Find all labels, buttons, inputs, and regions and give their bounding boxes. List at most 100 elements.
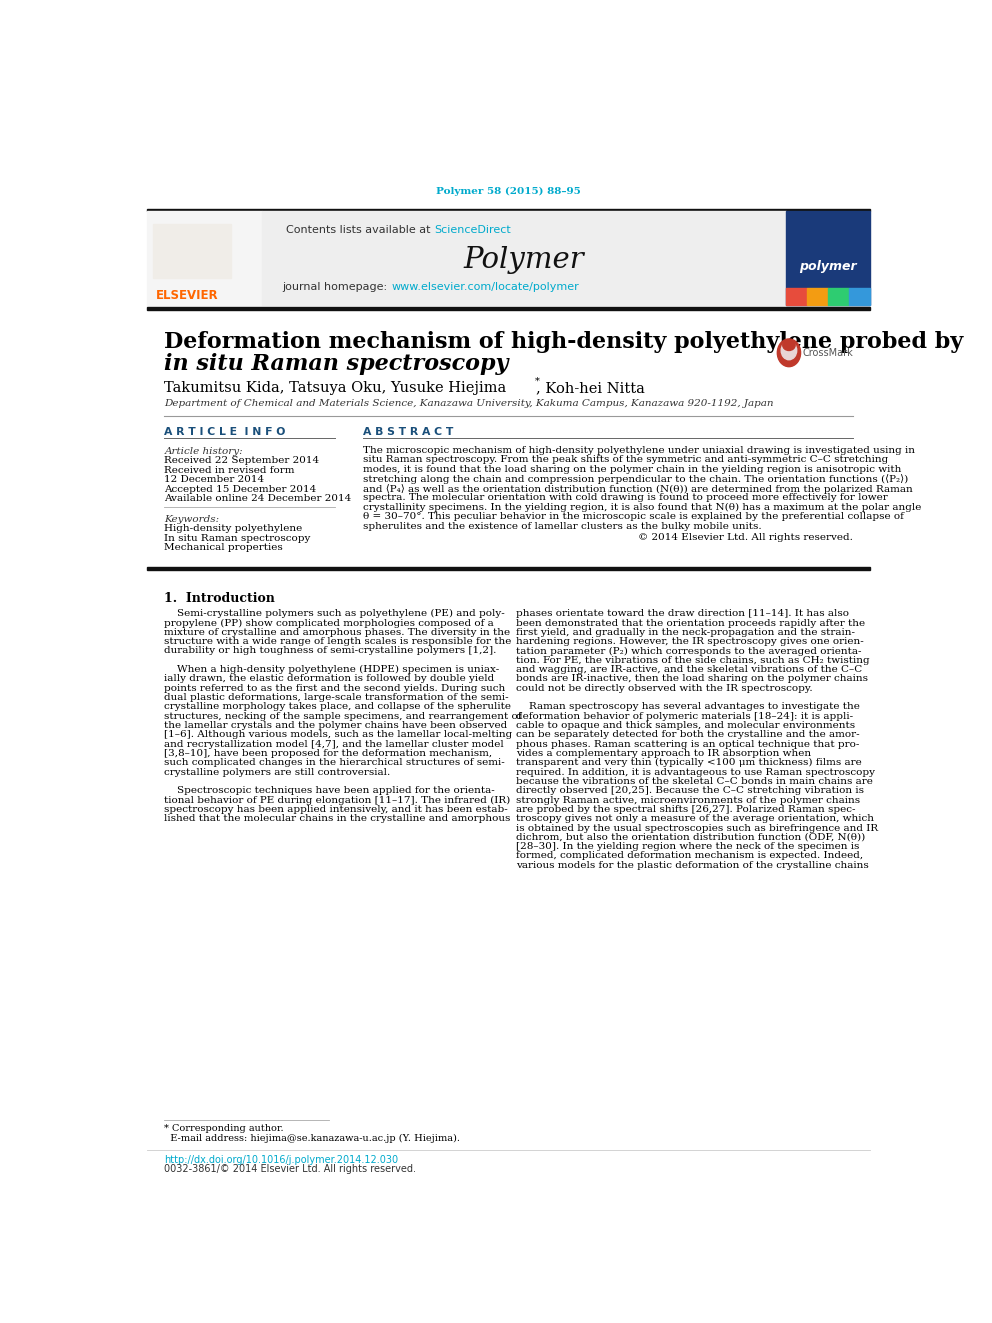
Text: bonds are IR-inactive, then the load sharing on the polymer chains: bonds are IR-inactive, then the load sha… [516,675,868,684]
Text: first yield, and gradually in the neck-propagation and the strain-: first yield, and gradually in the neck-p… [516,628,855,636]
Text: , Koh-hei Nitta: , Koh-hei Nitta [537,381,645,396]
Text: vides a complementary approach to IR absorption when: vides a complementary approach to IR abs… [516,749,811,758]
Text: *: * [535,377,540,386]
Text: journal homepage:: journal homepage: [283,282,392,292]
Text: crystalline morphology takes place, and collapse of the spherulite: crystalline morphology takes place, and … [165,703,511,712]
Text: Contents lists available at: Contents lists available at [286,225,434,234]
Ellipse shape [783,340,796,351]
Text: Keywords:: Keywords: [165,515,219,524]
Text: High-density polyethylene: High-density polyethylene [165,524,303,533]
Text: Accepted 15 December 2014: Accepted 15 December 2014 [165,484,316,493]
Text: deformation behavior of polymeric materials [18–24]: it is appli-: deformation behavior of polymeric materi… [516,712,853,721]
Bar [147,307,870,311]
Text: spectra. The molecular orientation with cold drawing is found to proceed more ef: spectra. The molecular orientation with … [363,493,888,503]
Text: and ⟨P₄⟩ as well as the orientation distribution function (N(θ)) are determined : and ⟨P₄⟩ as well as the orientation dist… [363,484,913,493]
Bar [147,566,870,570]
Text: Deformation mechanism of high-density polyethylene probed by: Deformation mechanism of high-density po… [165,331,963,353]
Text: such complicated changes in the hierarchical structures of semi-: such complicated changes in the hierarch… [165,758,505,767]
Text: situ Raman spectroscopy. From the peak shifts of the symmetric and anti-symmetri: situ Raman spectroscopy. From the peak s… [363,455,888,464]
Text: is obtained by the usual spectroscopies such as birefringence and IR: is obtained by the usual spectroscopies … [516,823,878,832]
Bar [827,288,848,306]
Text: tion. For PE, the vibrations of the side chains, such as CH₂ twisting: tion. For PE, the vibrations of the side… [516,656,870,664]
Text: Polymer 58 (2015) 88–95: Polymer 58 (2015) 88–95 [436,187,580,196]
Text: http://dx.doi.org/10.1016/j.polymer.2014.12.030: http://dx.doi.org/10.1016/j.polymer.2014… [165,1155,399,1166]
Text: are probed by the spectral shifts [26,27]. Polarized Raman spec-: are probed by the spectral shifts [26,27… [516,804,856,814]
Text: various models for the plastic deformation of the crystalline chains: various models for the plastic deformati… [516,861,869,869]
Text: Received in revised form: Received in revised form [165,466,295,475]
Text: Semi-crystalline polymers such as polyethylene (PE) and poly-: Semi-crystalline polymers such as polyet… [165,609,505,618]
Text: structure with a wide range of length scales is responsible for the: structure with a wide range of length sc… [165,638,512,646]
Text: cable to opaque and thick samples, and molecular environments: cable to opaque and thick samples, and m… [516,721,855,730]
Text: E-mail address: hiejima@se.kanazawa-u.ac.jp (Y. Hiejima).: E-mail address: hiejima@se.kanazawa-u.ac… [165,1134,460,1143]
Text: 1.  Introduction: 1. Introduction [165,593,275,605]
Text: hardening regions. However, the IR spectroscopy gives one orien-: hardening regions. However, the IR spect… [516,638,864,646]
Text: troscopy gives not only a measure of the average orientation, which: troscopy gives not only a measure of the… [516,814,874,823]
Text: lished that the molecular chains in the crystalline and amorphous: lished that the molecular chains in the … [165,814,511,823]
Text: Polymer: Polymer [463,246,584,274]
Text: tional behavior of PE during elongation [11–17]. The infrared (IR): tional behavior of PE during elongation … [165,795,511,804]
Text: A B S T R A C T: A B S T R A C T [363,427,453,437]
Text: polymer: polymer [799,261,856,273]
Ellipse shape [782,341,797,360]
Text: in situ Raman spectroscopy: in situ Raman spectroscopy [165,353,509,374]
Text: points referred to as the first and the second yields. During such: points referred to as the first and the … [165,684,506,693]
Text: strongly Raman active, microenvironments of the polymer chains: strongly Raman active, microenvironments… [516,795,860,804]
Text: mixture of crystalline and amorphous phases. The diversity in the: mixture of crystalline and amorphous pha… [165,628,511,636]
Text: www.elsevier.com/locate/polymer: www.elsevier.com/locate/polymer [392,282,579,292]
Text: θ = 30–70°. This peculiar behavior in the microscopic scale is explained by the : θ = 30–70°. This peculiar behavior in th… [363,512,904,521]
Text: dichrom, but also the orientation distribution function (ODF, N(θ)): dichrom, but also the orientation distri… [516,832,865,841]
Text: Available online 24 December 2014: Available online 24 December 2014 [165,495,351,504]
Text: modes, it is found that the load sharing on the polymer chain in the yielding re: modes, it is found that the load sharing… [363,464,901,474]
Text: durability or high toughness of semi-crystalline polymers [1,2].: durability or high toughness of semi-cry… [165,647,497,655]
Text: A R T I C L E  I N F O: A R T I C L E I N F O [165,427,286,437]
Text: [3,8–10], have been proposed for the deformation mechanism,: [3,8–10], have been proposed for the def… [165,749,492,758]
Text: been demonstrated that the orientation proceeds rapidly after the: been demonstrated that the orientation p… [516,619,865,627]
Text: formed, complicated deformation mechanism is expected. Indeed,: formed, complicated deformation mechanis… [516,852,863,860]
Text: The microscopic mechanism of high-density polyethylene under uniaxial drawing is: The microscopic mechanism of high-densit… [363,446,915,455]
Text: ScienceDirect: ScienceDirect [434,225,511,234]
Bar [786,288,806,306]
Text: * Corresponding author.: * Corresponding author. [165,1125,284,1134]
Text: Article history:: Article history: [165,447,243,455]
Text: phases orientate toward the draw direction [11–14]. It has also: phases orientate toward the draw directi… [516,609,849,618]
Text: required. In addition, it is advantageous to use Raman spectroscopy: required. In addition, it is advantageou… [516,767,875,777]
Text: because the vibrations of the skeletal C–C bonds in main chains are: because the vibrations of the skeletal C… [516,777,873,786]
Ellipse shape [778,339,801,366]
Text: 12 December 2014: 12 December 2014 [165,475,265,484]
Text: Department of Chemical and Materials Science, Kanazawa University, Kakuma Campus: Department of Chemical and Materials Sci… [165,400,774,407]
Text: could not be directly observed with the IR spectroscopy.: could not be directly observed with the … [516,684,812,693]
Text: stretching along the chain and compression perpendicular to the chain. The orien: stretching along the chain and compressi… [363,475,908,484]
Text: In situ Raman spectroscopy: In situ Raman spectroscopy [165,533,310,542]
Text: Raman spectroscopy has several advantages to investigate the: Raman spectroscopy has several advantage… [516,703,860,712]
Text: ELSEVIER: ELSEVIER [156,290,219,303]
Bar [848,288,870,306]
Text: transparent and very thin (typically <100 μm thickness) films are: transparent and very thin (typically <10… [516,758,862,767]
Text: can be separately detected for both the crystalline and the amor-: can be separately detected for both the … [516,730,860,740]
Bar [147,212,262,306]
Text: directly observed [20,25]. Because the C–C stretching vibration is: directly observed [20,25]. Because the C… [516,786,864,795]
Text: 0032-3861/© 2014 Elsevier Ltd. All rights reserved.: 0032-3861/© 2014 Elsevier Ltd. All right… [165,1164,417,1175]
Text: structures, necking of the sample specimens, and rearrangement of: structures, necking of the sample specim… [165,712,522,721]
Text: and recrystallization model [4,7], and the lamellar cluster model: and recrystallization model [4,7], and t… [165,740,504,749]
Text: crystalline polymers are still controversial.: crystalline polymers are still controver… [165,767,391,777]
Text: © 2014 Elsevier Ltd. All rights reserved.: © 2014 Elsevier Ltd. All rights reserved… [638,533,852,541]
Text: Received 22 September 2014: Received 22 September 2014 [165,456,319,464]
Text: Spectroscopic techniques have been applied for the orienta-: Spectroscopic techniques have been appli… [165,786,495,795]
Bar [262,212,786,306]
Text: crystallinity specimens. In the yielding region, it is also found that N(θ) has : crystallinity specimens. In the yielding… [363,503,922,512]
Bar [806,288,827,306]
Text: propylene (PP) show complicated morphologies composed of a: propylene (PP) show complicated morpholo… [165,619,494,627]
Bar [147,209,870,212]
Text: the lamellar crystals and the polymer chains have been observed: the lamellar crystals and the polymer ch… [165,721,508,730]
Text: Mechanical properties: Mechanical properties [165,544,283,553]
Text: dual plastic deformations, large-scale transformation of the semi-: dual plastic deformations, large-scale t… [165,693,509,703]
Text: CrossMark: CrossMark [803,348,854,357]
Text: tation parameter (P₂) which corresponds to the averaged orienta-: tation parameter (P₂) which corresponds … [516,647,862,656]
Text: When a high-density polyethylene (HDPE) specimen is uniax-: When a high-density polyethylene (HDPE) … [165,665,500,675]
Text: Takumitsu Kida, Tatsuya Oku, Yusuke Hiejima: Takumitsu Kida, Tatsuya Oku, Yusuke Hiej… [165,381,507,396]
Text: spherulites and the existence of lamellar clusters as the bulky mobile units.: spherulites and the existence of lamella… [363,521,761,531]
Bar [786,212,870,306]
Bar [154,224,231,278]
Text: and wagging, are IR-active, and the skeletal vibrations of the C–C: and wagging, are IR-active, and the skel… [516,665,862,675]
Text: [28–30]. In the yielding region where the neck of the specimen is: [28–30]. In the yielding region where th… [516,843,859,851]
